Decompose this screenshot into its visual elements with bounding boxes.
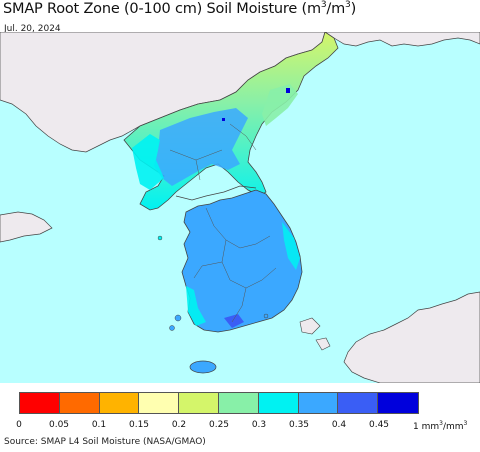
south-wet-patch [224,314,244,328]
land-jeju [189,360,217,374]
legend-tick: 0.15 [128,420,150,430]
legend-tick: 0.45 [368,420,390,430]
dmz-line [175,185,257,201]
legend-swatch [218,393,259,413]
island [174,314,182,322]
legend-swatch [378,393,418,413]
land-shandong [0,211,53,243]
soil-moisture-map [0,32,480,383]
island [157,235,163,241]
island [263,313,269,319]
south-east-coast-cyan [282,222,300,270]
legend-tick: 0.35 [288,420,310,430]
legend-colorbar [19,392,419,414]
legend-tick: 0.25 [208,420,230,430]
legend-swatch [59,393,100,413]
legend-tick: 0 [16,420,22,430]
legend-tick: 0.1 [91,420,107,430]
legend-tick: 0.2 [171,420,187,430]
legend-swatch [258,393,299,413]
north-cyan-band [132,134,164,190]
north-east-coast [262,84,298,126]
legend-unit: 1 mm3/mm3 [413,420,468,432]
map-title: SMAP Root Zone (0-100 cm) Soil Moisture … [3,0,357,17]
north-interior-wet [154,108,248,186]
wet-spot [222,118,225,121]
legend-tick: 0.3 [251,420,267,430]
land-japan [343,291,480,383]
legend-swatch [338,393,379,413]
legend-swatch [20,393,60,413]
land-japan-islands-2 [315,337,331,351]
land-outside-northeast [324,32,480,47]
legend-swatch [298,393,339,413]
legend-swatch [139,393,180,413]
wet-spot [286,88,290,93]
land-korea-south [181,189,303,333]
legend-tick: 0.4 [331,420,347,430]
province-borders [169,123,277,323]
legend-swatch [179,393,219,413]
source-credit: Source: SMAP L4 Soil Moisture (NASA/GMAO… [4,437,206,447]
south-coast-cyan [186,286,206,326]
legend-swatch [99,393,140,413]
map-date: Jul. 20, 2024 [4,24,61,34]
land-japan-islands [299,317,321,335]
legend-tick: 0.05 [48,420,70,430]
island [169,325,175,331]
